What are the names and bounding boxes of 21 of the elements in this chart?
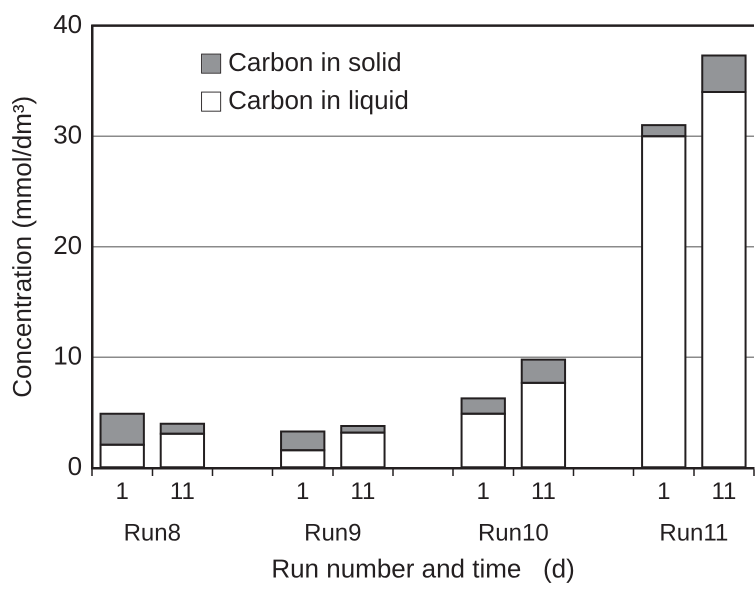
y-tick-label: 30 (53, 119, 82, 150)
text: Run10 (478, 520, 549, 547)
y-tick-label: 10 (53, 340, 82, 371)
y-tick-label: 40 (53, 8, 82, 39)
x-tick-label: 11 (530, 478, 556, 506)
x-axis-title: Run number and time (d) (271, 554, 575, 584)
y-axis-title: Concentration (mmol/dm³) (6, 96, 37, 398)
x-tick-label: 1 (476, 478, 490, 506)
x-tick-label: 1 (296, 478, 310, 506)
text: Run9 (304, 520, 362, 547)
x-tick-label: 1 (657, 478, 670, 506)
x-tick-label: 11 (350, 478, 376, 506)
x-tick-label: 11 (711, 478, 736, 506)
y-tick-label: 20 (53, 230, 82, 260)
text: Run8 (124, 520, 181, 547)
legend-label: Carbon in solid (228, 46, 402, 77)
x-tick-label: 11 (170, 478, 195, 506)
legend-label: Carbon in liquid (228, 84, 409, 115)
x-tick-label: 1 (116, 478, 129, 506)
text: Run11 (659, 520, 728, 547)
y-tick-label: 0 (68, 451, 82, 482)
